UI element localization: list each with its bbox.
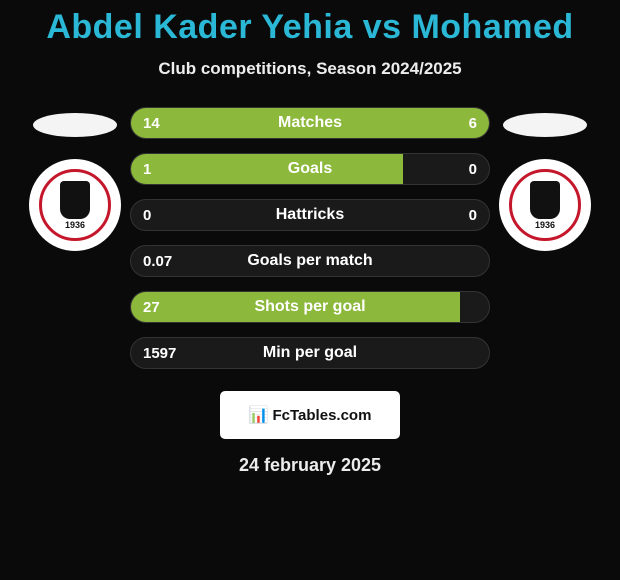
stat-value-left: 0.07: [143, 246, 172, 276]
stat-label: Min per goal: [131, 338, 489, 368]
stat-row: Goals per match0.07: [130, 245, 490, 277]
stat-value-right: 0: [469, 200, 477, 230]
stat-bar-left: [131, 108, 382, 138]
left-side: 1936: [20, 107, 130, 383]
stat-row: Hattricks0 0: [130, 199, 490, 231]
body-row: 1936 Matches146Goals10Hattricks00Goals p…: [0, 107, 620, 383]
club-year-left: 1936: [65, 220, 85, 230]
fctables-icon: 📊: [249, 405, 267, 425]
club-badge-right-inner: 1936: [509, 169, 581, 241]
stats-container: Matches146Goals10Hattricks00Goals per ma…: [130, 107, 490, 383]
footer-date: 24 february 2025: [0, 455, 620, 476]
footer-logo-text: FcTables.com: [273, 407, 372, 424]
stat-value-left: 1597: [143, 338, 176, 368]
stat-bar-right: [382, 108, 489, 138]
stat-row: Goals10: [130, 153, 490, 185]
player-avatar-right: [503, 113, 587, 137]
page-title: Abdel Kader Yehia vs Mohamed: [0, 0, 620, 47]
right-side: 1936: [490, 107, 600, 383]
stat-bar-left: [131, 292, 460, 322]
club-badge-left-inner: 1936: [39, 169, 111, 241]
club-year-right: 1936: [535, 220, 555, 230]
stat-row: Matches146: [130, 107, 490, 139]
stat-label: Goals per match: [131, 246, 489, 276]
stat-row: Min per goal1597: [130, 337, 490, 369]
page-subtitle: Club competitions, Season 2024/2025: [0, 59, 620, 79]
stat-bar-left: [131, 154, 403, 184]
stat-label: Hattricks: [131, 200, 489, 230]
stat-row: Shots per goal27: [130, 291, 490, 323]
club-mascot-icon: [60, 181, 90, 219]
club-badge-left: 1936: [29, 159, 121, 251]
stat-value-left: 0: [143, 200, 151, 230]
club-mascot-icon: [530, 181, 560, 219]
player-avatar-left: [33, 113, 117, 137]
stat-value-right: 0: [469, 154, 477, 184]
footer-logo[interactable]: 📊 FcTables.com: [220, 391, 400, 439]
club-badge-right: 1936: [499, 159, 591, 251]
